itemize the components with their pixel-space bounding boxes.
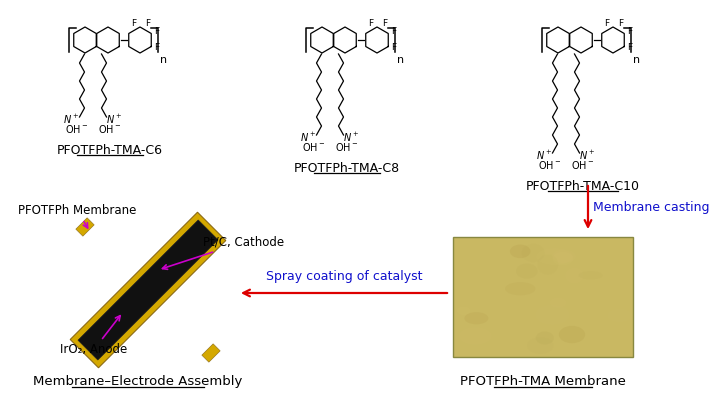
Text: F: F bbox=[155, 43, 160, 53]
Text: $N^+$: $N^+$ bbox=[63, 113, 80, 125]
Text: Membrane casting: Membrane casting bbox=[593, 201, 709, 214]
Polygon shape bbox=[70, 212, 226, 368]
Text: n: n bbox=[160, 55, 167, 65]
Ellipse shape bbox=[464, 312, 488, 324]
Polygon shape bbox=[202, 344, 220, 362]
Text: F: F bbox=[391, 43, 397, 53]
Ellipse shape bbox=[579, 271, 603, 279]
Ellipse shape bbox=[552, 252, 573, 265]
Ellipse shape bbox=[607, 309, 633, 322]
Text: $N^+$: $N^+$ bbox=[579, 148, 596, 162]
Ellipse shape bbox=[505, 282, 535, 295]
Ellipse shape bbox=[459, 327, 492, 345]
Text: F: F bbox=[618, 18, 623, 27]
Text: F: F bbox=[383, 18, 388, 27]
Text: PFOTFPh-TMA-C6: PFOTFPh-TMA-C6 bbox=[57, 144, 163, 157]
FancyBboxPatch shape bbox=[453, 237, 633, 357]
Text: $N^+$: $N^+$ bbox=[300, 131, 317, 144]
Text: PFOTFPh Membrane: PFOTFPh Membrane bbox=[18, 203, 136, 228]
Text: F: F bbox=[391, 27, 397, 37]
Ellipse shape bbox=[559, 326, 585, 343]
Ellipse shape bbox=[527, 337, 554, 354]
Text: $N^+$: $N^+$ bbox=[344, 131, 360, 144]
Text: OH$^-$: OH$^-$ bbox=[65, 123, 88, 135]
Text: F: F bbox=[146, 18, 151, 27]
Ellipse shape bbox=[510, 245, 530, 258]
Text: F: F bbox=[155, 27, 160, 37]
Text: PFOTFPh-TMA Membrane: PFOTFPh-TMA Membrane bbox=[460, 375, 626, 388]
Ellipse shape bbox=[516, 263, 537, 279]
Text: F: F bbox=[368, 18, 373, 27]
Text: n: n bbox=[397, 55, 404, 65]
Text: $N^+$: $N^+$ bbox=[106, 113, 123, 125]
Polygon shape bbox=[78, 220, 218, 360]
Text: PFOTFPh-TMA-C8: PFOTFPh-TMA-C8 bbox=[294, 162, 400, 175]
Text: OH$^-$: OH$^-$ bbox=[335, 141, 359, 153]
Text: F: F bbox=[604, 18, 610, 27]
Text: OH$^-$: OH$^-$ bbox=[537, 159, 561, 171]
Ellipse shape bbox=[550, 298, 567, 308]
Text: Spray coating of catalyst: Spray coating of catalyst bbox=[266, 270, 422, 283]
Ellipse shape bbox=[457, 306, 471, 315]
Ellipse shape bbox=[552, 249, 576, 263]
Text: $N^+$: $N^+$ bbox=[536, 148, 552, 162]
Ellipse shape bbox=[536, 248, 573, 265]
Text: OH$^-$: OH$^-$ bbox=[302, 141, 325, 153]
Text: PFOTFPh-TMA-C10: PFOTFPh-TMA-C10 bbox=[526, 180, 640, 193]
Ellipse shape bbox=[537, 254, 558, 275]
Ellipse shape bbox=[536, 332, 554, 345]
Ellipse shape bbox=[489, 330, 514, 341]
Text: OH$^-$: OH$^-$ bbox=[571, 159, 594, 171]
Ellipse shape bbox=[522, 244, 545, 262]
Text: F: F bbox=[131, 18, 136, 27]
Ellipse shape bbox=[535, 305, 570, 325]
Text: n: n bbox=[633, 55, 640, 65]
Text: IrO₂, Anode: IrO₂, Anode bbox=[60, 316, 127, 357]
Text: F: F bbox=[628, 43, 633, 53]
Text: OH$^-$: OH$^-$ bbox=[98, 123, 121, 135]
Text: Membrane–Electrode Assembly: Membrane–Electrode Assembly bbox=[33, 375, 243, 388]
Ellipse shape bbox=[565, 268, 584, 283]
Polygon shape bbox=[76, 218, 94, 236]
Text: Pt/C, Cathode: Pt/C, Cathode bbox=[163, 236, 284, 269]
Text: F: F bbox=[628, 27, 633, 37]
